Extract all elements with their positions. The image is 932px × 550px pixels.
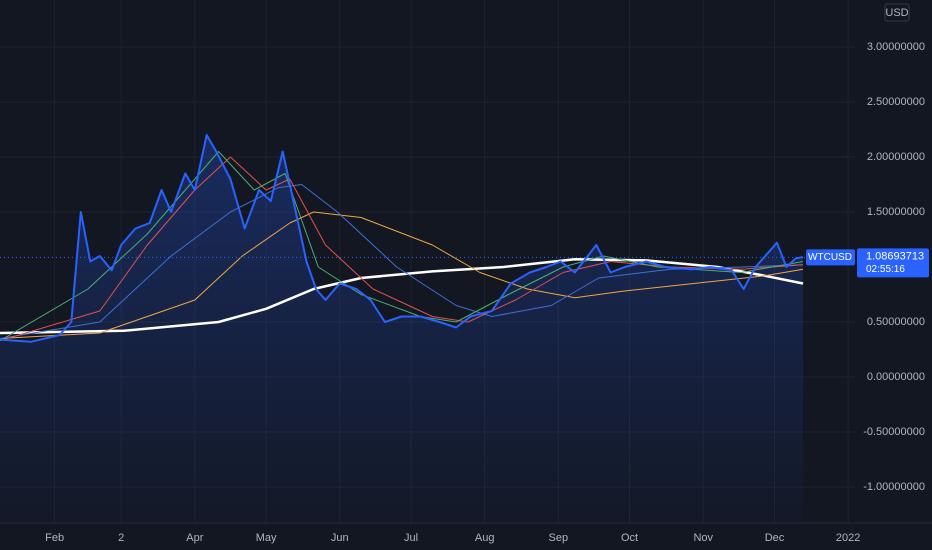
plot-area — [0, 0, 855, 523]
y-tick-label: -0.50000000 — [863, 426, 925, 438]
y-tick-label: 0.00000000 — [867, 371, 925, 383]
x-tick-label: 2 — [118, 532, 124, 544]
x-tick-label: Oct — [621, 532, 638, 544]
countdown-label: 02:55:16 — [866, 264, 905, 275]
x-tick-label: May — [256, 532, 277, 544]
x-tick-label: Jun — [331, 532, 349, 544]
price-area — [0, 135, 803, 523]
price-line — [0, 134, 804, 343]
x-tick-label: Nov — [693, 532, 713, 544]
y-tick-label: 0.50000000 — [867, 316, 925, 328]
symbol-label-box — [806, 249, 855, 266]
x-tick-label: Dec — [765, 532, 785, 544]
moving-average-line — [0, 156, 804, 342]
price-label: 1.08693713 — [866, 250, 924, 262]
x-tick-label: Sep — [549, 532, 569, 544]
moving-average-line — [0, 258, 804, 335]
x-tick-label: Jul — [404, 532, 418, 544]
moving-average-line — [0, 211, 804, 339]
currency[interactable]: USD — [885, 7, 908, 19]
x-tick-label: Aug — [475, 532, 495, 544]
y-tick-label: 2.50000000 — [867, 96, 925, 108]
y-tick-label: 2.00000000 — [867, 151, 925, 163]
x-tick-label: 2022 — [836, 532, 860, 544]
price-label-box — [857, 248, 929, 278]
symbol-label: WTCUSD — [808, 252, 852, 263]
currency-box[interactable] — [884, 3, 910, 22]
moving-average-line — [0, 151, 804, 342]
y-tick-label: 3.00000000 — [867, 41, 925, 53]
y-tick-label: -1.00000000 — [863, 481, 925, 493]
y-tick-label: 1.50000000 — [867, 206, 925, 218]
moving-average-line — [0, 184, 804, 339]
x-tick-label: Feb — [45, 532, 64, 544]
x-tick-label: Apr — [186, 532, 203, 544]
